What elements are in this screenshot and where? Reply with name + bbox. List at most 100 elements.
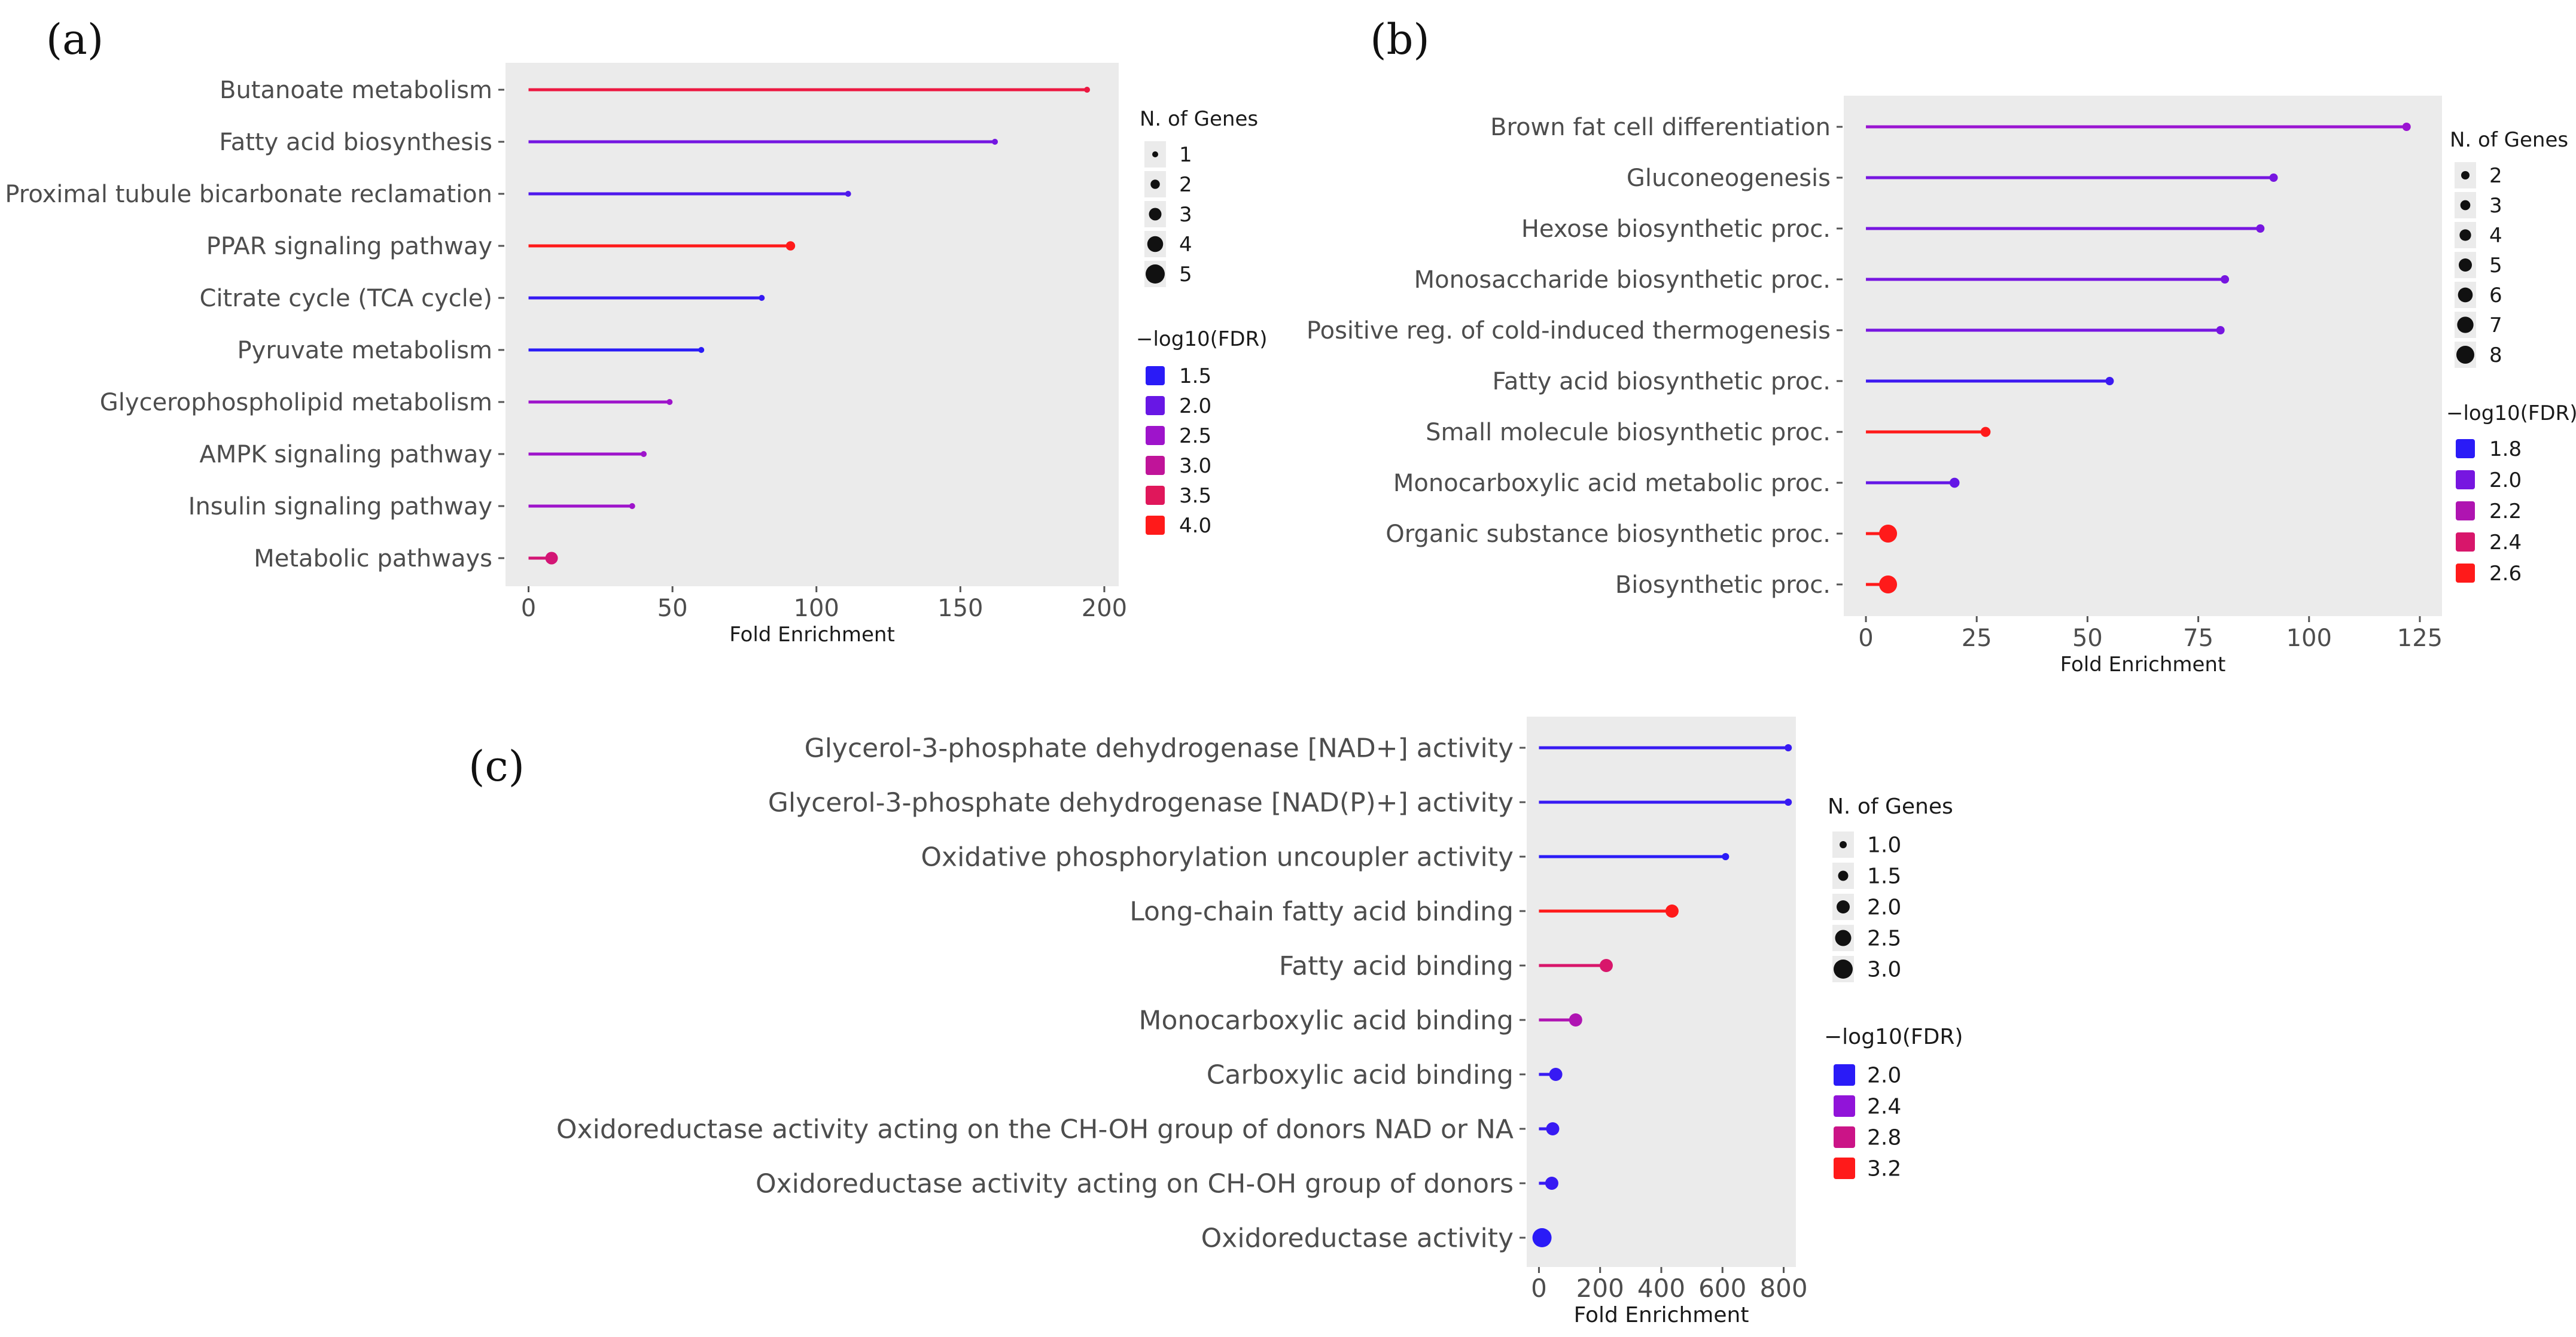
category-label: Glycerol-3-phosphate dehydrogenase [NAD(… — [768, 787, 1514, 818]
size-legend-dot — [1150, 179, 1160, 189]
lollipop-point — [1532, 1228, 1552, 1247]
category-label: Citrate cycle (TCA cycle) — [200, 285, 492, 312]
color-legend-swatch — [2456, 439, 2475, 458]
category-label: PPAR signaling pathway — [206, 233, 492, 260]
x-tick-label: 0 — [521, 595, 536, 622]
category-label: Fatty acid biosynthesis — [219, 129, 492, 156]
lollipop-point — [640, 451, 647, 457]
lollipop-point — [759, 295, 765, 301]
lollipop-point — [1569, 1013, 1582, 1027]
size-legend-label: 8 — [2489, 343, 2502, 367]
lollipop-point — [1785, 744, 1792, 751]
x-tick-label: 50 — [657, 595, 688, 622]
panel-letter: (b) — [1370, 15, 1429, 64]
x-tick-label: 200 — [1576, 1274, 1624, 1303]
color-legend-label: 2.4 — [1867, 1095, 1901, 1119]
size-legend-dot — [2458, 287, 2473, 303]
plot-background — [506, 63, 1119, 586]
panel-a-chart: (a) 0 50 100 150 200 Fold Enrichment Butanoate … — [5, 15, 1267, 647]
lollipop-point — [1546, 1122, 1560, 1135]
lollipop-point — [992, 139, 998, 145]
category-label: Glycerol-3-phosphate dehydrogenase [NAD+… — [805, 733, 1514, 763]
size-legend-label: 2 — [2489, 164, 2502, 188]
size-legend-label: 4 — [2489, 224, 2502, 248]
size-legend-dot — [2460, 200, 2471, 211]
category-label: Pyruvate metabolism — [237, 337, 492, 364]
lollipop-point — [1549, 1068, 1563, 1081]
lollipop-point — [1980, 427, 1991, 437]
x-tick-label: 25 — [1962, 625, 1992, 652]
lollipop-point — [1599, 959, 1613, 972]
category-label: Brown fat cell differentiation — [1490, 114, 1831, 141]
color-legend-swatch — [2456, 564, 2475, 583]
lollipop-point — [1084, 87, 1091, 93]
x-tick-label: 125 — [2397, 625, 2443, 652]
category-label: Butanoate metabolism — [220, 77, 492, 104]
lollipop-point — [698, 347, 705, 353]
lollipop-point — [666, 399, 673, 405]
x-tick-label: 150 — [937, 595, 983, 622]
size-legend-label: 1 — [1179, 143, 1192, 167]
color-legend-swatch — [2456, 501, 2475, 520]
size-legend-dot — [2457, 316, 2474, 333]
size-legend-title: N. of Genes — [1828, 794, 1953, 819]
lollipop-point — [629, 503, 635, 509]
x-tick-label: 0 — [1858, 625, 1873, 652]
category-label: Biosynthetic proc. — [1615, 571, 1831, 599]
color-legend-swatch — [1834, 1095, 1855, 1117]
lollipop-point — [1545, 1177, 1558, 1190]
lollipop-point — [2269, 173, 2278, 182]
size-legend-dot — [1152, 151, 1158, 157]
color-legend-swatch — [1146, 516, 1165, 535]
x-tick-label: 0 — [1531, 1274, 1547, 1303]
color-legend-label: 2.5 — [1179, 424, 1211, 448]
lollipop-point — [1722, 853, 1729, 860]
category-label: Metabolic pathways — [254, 545, 492, 572]
category-label: Gluconeogenesis — [1627, 165, 1831, 192]
size-legend-label: 3 — [1179, 203, 1192, 227]
category-label: Hexose biosynthetic proc. — [1521, 215, 1831, 243]
category-label: Carboxylic acid binding — [1207, 1059, 1514, 1090]
x-tick-label: 50 — [2072, 625, 2103, 652]
size-legend-label: 1.5 — [1867, 864, 1901, 889]
color-legend-label: 2.4 — [2489, 531, 2522, 555]
category-label: Monocarboxylic acid metabolic proc. — [1393, 470, 1831, 497]
category-label: Proximal tubule bicarbonate reclamation — [5, 181, 492, 208]
color-legend-swatch — [1834, 1158, 1855, 1179]
size-legend-label: 3.0 — [1867, 958, 1901, 982]
category-label: Oxidative phosphorylation uncoupler acti… — [921, 842, 1514, 872]
category-label: Fatty acid biosynthetic proc. — [1493, 368, 1831, 395]
color-legend-title: −log10(FDR) — [1824, 1025, 1963, 1049]
category-label: Oxidoreductase activity — [1201, 1223, 1514, 1253]
color-legend-label: 3.0 — [1179, 454, 1211, 478]
size-legend-label: 2.0 — [1867, 896, 1901, 920]
color-legend-swatch — [2456, 470, 2475, 489]
color-legend-swatch — [1834, 1126, 1855, 1148]
lollipop-point — [785, 241, 796, 251]
category-label: Oxidoreductase activity acting on CH-OH … — [756, 1168, 1514, 1199]
color-legend-swatch — [1146, 366, 1165, 385]
size-legend-title: N. of Genes — [1140, 107, 1258, 131]
lollipop-point — [1949, 477, 1960, 488]
size-legend-dot — [1837, 900, 1850, 913]
x-axis-title: Fold Enrichment — [729, 623, 895, 647]
x-tick-label: 400 — [1637, 1274, 1685, 1303]
size-legend-dot — [1147, 236, 1164, 252]
lollipop-point — [545, 552, 558, 565]
size-legend-dot — [2456, 346, 2474, 364]
color-legend-label: 2.2 — [2489, 500, 2522, 523]
plot-background — [1527, 717, 1796, 1267]
color-legend-title: −log10(FDR) — [1136, 327, 1267, 351]
x-axis-title: Fold Enrichment — [1574, 1303, 1749, 1327]
panel-letter: (a) — [46, 15, 103, 64]
size-legend-label: 3 — [2489, 194, 2502, 218]
category-label: Positive reg. of cold-induced thermogene… — [1307, 317, 1831, 345]
color-legend-swatch — [1146, 426, 1165, 445]
color-legend-label: 2.0 — [1179, 394, 1211, 418]
lollipop-point — [2402, 123, 2411, 131]
lollipop-point — [2221, 275, 2230, 284]
color-legend-swatch — [1834, 1064, 1855, 1086]
color-legend-label: 3.2 — [1867, 1157, 1901, 1181]
